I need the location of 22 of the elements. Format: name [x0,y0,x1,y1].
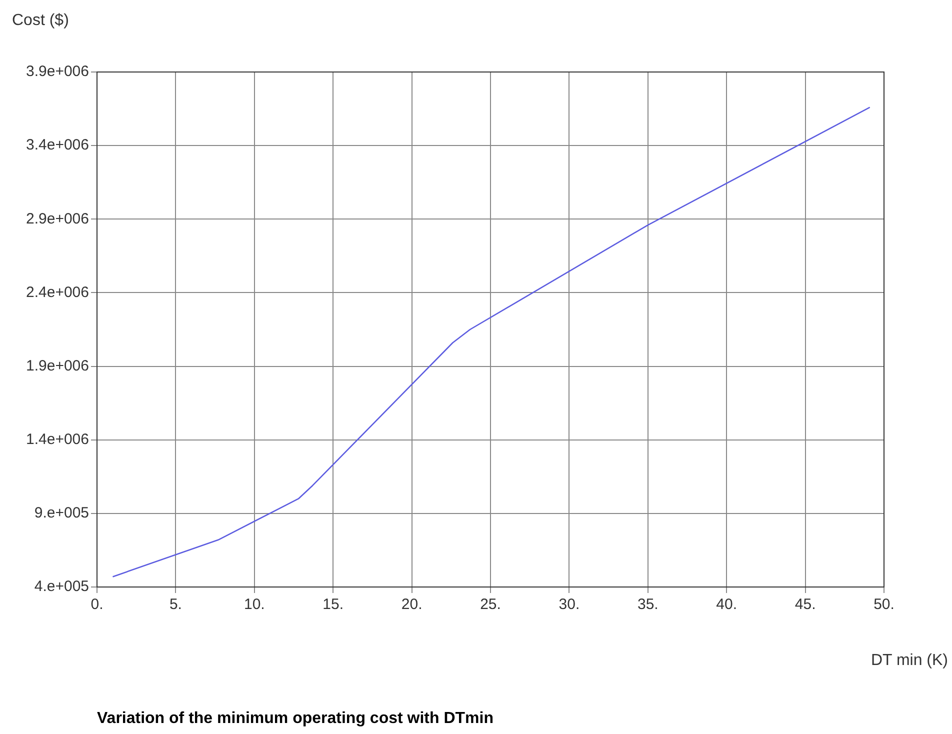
x-tick-label: 10. [244,596,265,614]
x-tick-label: 0. [90,596,104,614]
y-tick-label: 2.4e+006 [26,284,89,301]
y-tick-label: 4.e+005 [34,578,89,596]
y-tick-label: 2.9e+006 [26,210,89,228]
x-tick-label: 45. [794,596,816,614]
y-tick-label: 1.9e+006 [26,357,89,374]
x-axis-title: DT min (K) [870,652,948,670]
x-tick-label: 35. [637,596,658,614]
y-tick-label: 1.4e+006 [26,431,89,448]
x-tick-label: 50. [874,596,894,614]
x-tick-label: 20. [401,596,422,614]
y-tick-label: 9.e+005 [34,504,89,522]
x-tick-label: 25. [480,596,501,614]
y-tick-label: 3.4e+006 [26,136,89,154]
text: Variation of the minimum operating cost with DTmin [97,710,494,728]
x-tick-label: 5. [169,596,182,614]
y-tick-label: 3.9e+006 [26,63,89,80]
x-tick-label: 15. [322,596,344,614]
y-axis-title: Cost ($) [12,12,69,30]
x-tick-label: 40. [716,596,738,614]
x-tick-label: 30. [558,596,580,614]
